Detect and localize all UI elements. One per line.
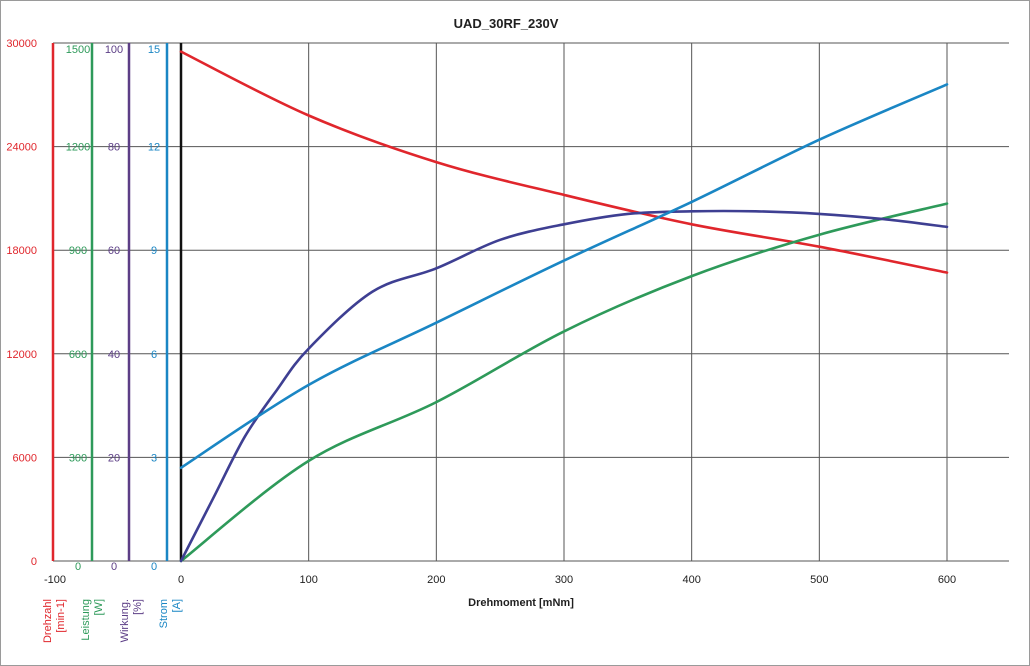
leistung-tick-label: 0 (75, 561, 81, 573)
leistung-axis-name: Leistung (80, 599, 92, 641)
leistung-tick-label: 900 (69, 245, 87, 257)
strom-series-line (179, 83, 949, 470)
leistung-axis-title: Leistung [W] (80, 599, 105, 641)
grid (53, 42, 1009, 562)
x-tick-label: 600 (938, 574, 956, 586)
x-axis-title: Drehmoment [mNm] (468, 597, 574, 609)
strom-tick-label: 15 (148, 44, 160, 56)
x-tick-label: 200 (427, 574, 445, 586)
wirkung-series-line (179, 209, 949, 563)
drehzahl-tick-label: 6000 (13, 452, 37, 464)
strom-tick-label: 9 (151, 245, 157, 257)
strom-tick-label: 0 (151, 561, 157, 573)
strom-axis-title: Strom [A] (158, 599, 183, 628)
strom-axis-unit: [A] (171, 599, 183, 612)
drehzahl-tick-label: 12000 (6, 349, 37, 361)
leistung-series-line (179, 202, 949, 563)
x-tick-label: 300 (555, 574, 573, 586)
wirkung-axis-title: Wirkung. [%] (119, 599, 144, 642)
wirkung-tick-label: 0 (111, 561, 117, 573)
drehzahl-axis-title: Drehzahl [min-1] (42, 599, 67, 643)
leistung-tick-label: 300 (69, 452, 87, 464)
drehzahl-tick-label: 24000 (6, 142, 37, 154)
leistung-tick-label: 600 (69, 349, 87, 361)
series (179, 50, 949, 563)
wirkung-axis-name: Wirkung. (119, 599, 131, 642)
x-tick-label: 500 (810, 574, 828, 586)
wirkung-tick-label: 60 (108, 245, 120, 257)
x-tick-label: 400 (682, 574, 700, 586)
wirkung-axis-unit: [%] (132, 599, 144, 615)
drehzahl-series-line (179, 50, 949, 274)
axes (51, 43, 183, 561)
x-tick-label: 0 (178, 574, 184, 586)
drehzahl-tick-label: 30000 (6, 38, 37, 50)
strom-tick-label: 3 (151, 452, 157, 464)
drehzahl-axis-name: Drehzahl (42, 599, 54, 643)
x-tick-label: -100 (44, 574, 66, 586)
drehzahl-axis-unit: [min-1] (55, 599, 67, 633)
leistung-tick-label: 1200 (66, 142, 90, 154)
x-tick-label: 100 (299, 574, 317, 586)
chart-title: UAD_30RF_230V (454, 16, 559, 31)
strom-tick-label: 6 (151, 349, 157, 361)
wirkung-tick-label: 100 (105, 44, 123, 56)
drehzahl-tick-label: 0 (31, 556, 37, 568)
wirkung-tick-label: 80 (108, 142, 120, 154)
leistung-axis-unit: [W] (93, 599, 105, 616)
drehzahl-tick-label: 18000 (6, 245, 37, 257)
leistung-tick-label: 1500 (66, 44, 90, 56)
strom-axis-name: Strom (158, 599, 170, 628)
strom-tick-label: 12 (148, 142, 160, 154)
wirkung-tick-label: 20 (108, 452, 120, 464)
wirkung-tick-label: 40 (108, 349, 120, 361)
